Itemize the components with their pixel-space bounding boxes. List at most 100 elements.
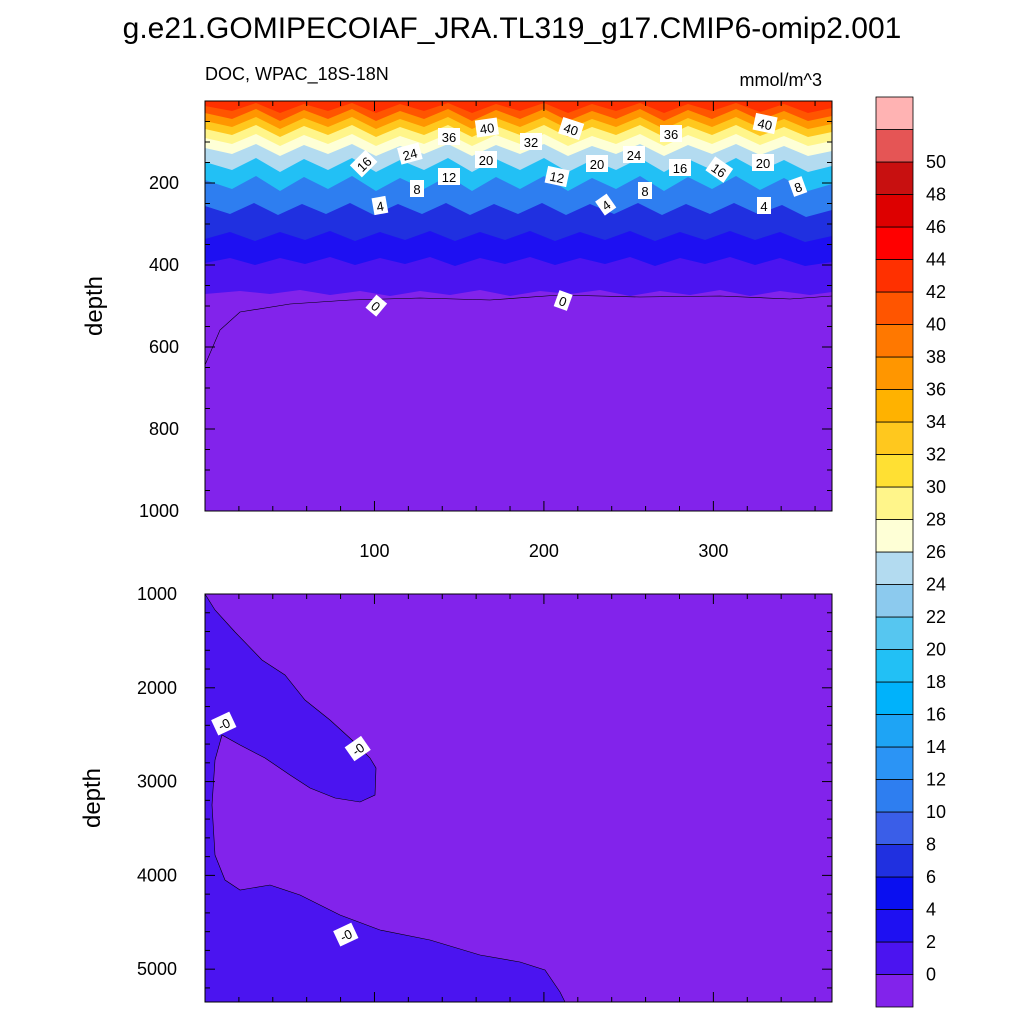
- contour-label-box: [344, 735, 371, 762]
- colorbar-swatch: [875, 161, 914, 195]
- contour-label-text: 0: [557, 293, 569, 310]
- contour-label: 0: [365, 294, 388, 317]
- contour-line-0: [205, 294, 832, 366]
- contour-label-text: 12: [442, 170, 456, 185]
- colorbar-tick-label: 32: [926, 445, 946, 465]
- colorbar-tick-label: 0: [926, 965, 936, 985]
- contour-label-text: 24: [401, 145, 419, 163]
- colorbar-swatch: [875, 454, 914, 488]
- contour-label-text: 20: [756, 156, 770, 171]
- colorbar-swatch: [875, 226, 914, 260]
- contour-label: 4: [757, 197, 771, 214]
- contour-label-text: 16: [708, 160, 728, 181]
- contour-label-box: [660, 125, 682, 142]
- colorbar-tick-label: 30: [926, 477, 946, 497]
- contour-label: 8: [638, 182, 652, 199]
- contour-label-box: [752, 112, 778, 135]
- lower-y-tick-label: 3000: [137, 772, 177, 792]
- upper-y-tick-label: 1000: [139, 501, 179, 521]
- colorbar-swatch: [875, 356, 914, 390]
- colorbar: 0246810121416182022242628303234363840424…: [875, 96, 946, 1008]
- contour-label: 16: [705, 156, 734, 183]
- contour-label-text: 20: [590, 157, 604, 172]
- contour-label-box: [638, 182, 652, 199]
- contour-label-text: 8: [413, 182, 420, 197]
- contour-label-box: [544, 165, 570, 188]
- contour-label-text: 36: [664, 127, 678, 142]
- colorbar-tick-label: 8: [926, 835, 936, 855]
- contour-label-box: [349, 149, 378, 178]
- colorbar-tick-label: 40: [926, 315, 946, 335]
- fill-level-below-0-deep: [205, 295, 832, 511]
- contour-label-box: [438, 128, 460, 145]
- contour-label: 16: [669, 159, 691, 176]
- colorbar-swatch: [875, 876, 914, 910]
- colorbar-swatch: [875, 746, 914, 780]
- colorbar-swatch: [875, 194, 914, 228]
- colorbar-swatch: [875, 96, 914, 130]
- contour-label: 16: [349, 149, 378, 178]
- contour-label: -0: [344, 735, 371, 762]
- contour-label: -0: [333, 922, 359, 947]
- contour-label-box: [553, 290, 573, 311]
- fill-level-42: [205, 101, 832, 113]
- colorbar-tick-label: 10: [926, 802, 946, 822]
- colorbar-swatch: [875, 486, 914, 520]
- lower-plot-frame: [204, 593, 833, 1003]
- lower-y-tick-label: 4000: [137, 865, 177, 885]
- lower-y-tick-label: 1000: [137, 584, 177, 604]
- contour-label-box: [705, 156, 734, 183]
- colorbar-tick-label: 46: [926, 217, 946, 237]
- contour-label-box: [520, 133, 542, 150]
- contour-label: 36: [438, 128, 460, 145]
- colorbar-tick-label: 24: [926, 575, 946, 595]
- contour-label-text: 4: [375, 198, 385, 214]
- colorbar-tick-label: 4: [926, 900, 936, 920]
- contour-label: 36: [660, 125, 682, 142]
- upper-x-tick-label: 300: [698, 541, 728, 561]
- fill-level-0: [205, 594, 566, 1002]
- contour-label: 12: [438, 168, 460, 185]
- contour-label: 4: [595, 193, 617, 216]
- chart-title: g.e21.GOMIPECOIAF_JRA.TL319_g17.CMIP6-om…: [123, 12, 902, 45]
- contour-label-box: [365, 294, 388, 317]
- contour-label: -0: [211, 711, 237, 736]
- colorbar-swatch: [875, 909, 914, 943]
- colorbar-tick-label: 44: [926, 250, 946, 270]
- colorbar-tick-label: 42: [926, 282, 946, 302]
- contour-label: 24: [397, 142, 423, 165]
- contour-label-text: 20: [479, 153, 493, 168]
- contour-label-text: 40: [562, 120, 580, 139]
- colorbar-tick-label: 18: [926, 672, 946, 692]
- contour-label-box: [397, 142, 423, 165]
- contour-label-text: -0: [216, 715, 233, 733]
- colorbar-tick-label: 34: [926, 412, 946, 432]
- upper-y-tick-label: 800: [149, 419, 179, 439]
- contour-label-box: [438, 168, 460, 185]
- contour-label-text: 4: [760, 199, 767, 214]
- contour-label-box: [558, 117, 585, 141]
- contour-label: 0: [553, 290, 573, 311]
- contour-label: 24: [623, 146, 645, 163]
- variable-region-label: DOC, WPAC_18S-18N: [205, 64, 389, 85]
- colorbar-tick-label: 14: [926, 737, 946, 757]
- contour-label: 20: [475, 151, 497, 168]
- lower-panel: -0 -0 -0 1000 2000 3000 4000 5000 depth: [79, 584, 833, 1003]
- contour-label: 20: [586, 155, 608, 172]
- colorbar-swatch: [875, 259, 914, 293]
- colorbar-tick-label: 6: [926, 867, 936, 887]
- lower-y-tick-label: 2000: [137, 678, 177, 698]
- colorbar-swatch: [875, 616, 914, 650]
- contour-label: 20: [752, 154, 774, 171]
- contour-label-box: [371, 195, 389, 216]
- contour-label: 32: [520, 133, 542, 150]
- colorbar-swatch: [875, 129, 914, 163]
- colorbar-tick-label: 20: [926, 640, 946, 660]
- upper-x-tick-label: 200: [529, 541, 559, 561]
- colorbar-tick-label: 26: [926, 542, 946, 562]
- colorbar-swatch: [875, 421, 914, 455]
- contour-label-box: [474, 117, 500, 138]
